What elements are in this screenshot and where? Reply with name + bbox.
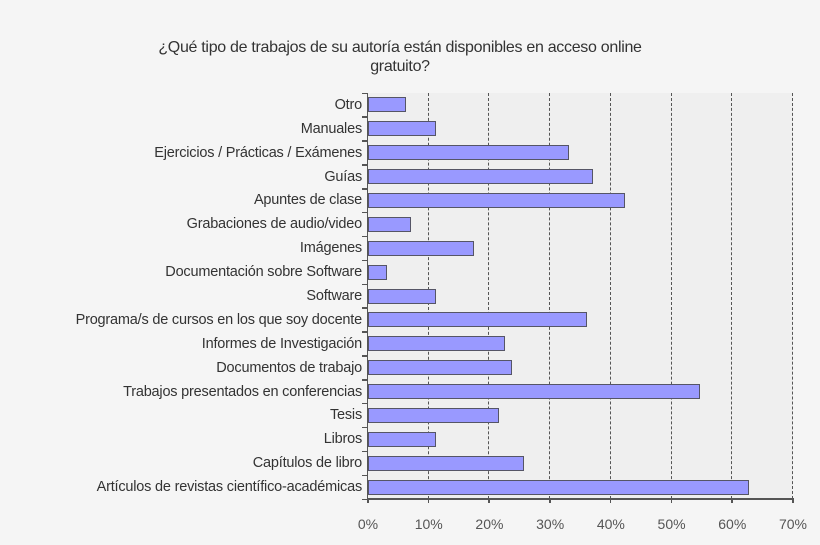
x-tick-label: 60% [718,516,747,532]
y-tick [362,498,367,500]
x-tick-label: 40% [596,516,625,532]
y-tick [362,188,367,190]
bar [368,145,569,161]
x-tick-label: 10% [414,516,443,532]
category-label: Grabaciones de audio/video [186,216,363,233]
x-tick-label: 0% [357,516,379,532]
bar [368,216,412,232]
x-axis [367,498,794,500]
x-tick [731,499,733,503]
y-tick [362,474,367,477]
gridline [792,93,793,499]
y-tick [362,379,367,381]
category-label: Programa/s de cursos en los que soy doce… [75,311,363,328]
bar [368,192,625,208]
category-label: Tesis [329,407,362,424]
y-tick [362,211,367,214]
bar [368,97,407,113]
x-tick [792,499,794,503]
bar [368,360,512,376]
x-tick [427,499,430,503]
bar [368,455,525,471]
y-tick [362,283,367,286]
chart-title: ¿Qué tipo de trabajos de su autoría está… [60,38,740,76]
x-tick-label: 30% [536,516,565,532]
gridline [731,93,733,499]
category-label: Trabajos presentados en conferencias [123,383,362,400]
bar [368,240,475,256]
y-tick [362,355,367,357]
bar [368,288,436,304]
y-tick [362,235,367,238]
category-label: Ejercicios / Prácticas / Exámenes [154,144,362,161]
x-tick [609,499,612,503]
category-label: Apuntes de clase [253,192,362,209]
category-label: Documentos de trabajo [216,359,362,376]
bar [368,336,506,352]
bar [368,431,436,447]
chart-title-line-1: ¿Qué tipo de trabajos de su autoría está… [158,39,642,56]
y-tick [362,140,367,142]
y-tick [362,426,367,429]
category-label: Manuales [300,120,362,137]
bar [368,121,436,137]
bar [368,169,594,185]
y-axis [367,93,368,499]
x-tick-label: 50% [657,516,686,532]
x-tick [549,499,551,503]
bar [368,384,701,400]
gridline [670,93,672,499]
bar [368,312,588,328]
y-tick [362,116,367,118]
category-label: Informes de Investigación [201,335,362,352]
category-label: Artículos de revistas científico-académi… [96,479,363,496]
y-tick [362,450,367,453]
chart-title-line-2: gratuito? [370,58,430,75]
y-tick [362,92,367,94]
x-tick [670,499,673,503]
x-tick-label: 70% [778,516,808,532]
x-tick [367,499,369,503]
bar [368,407,500,423]
category-label: Capítulos de libro [252,455,362,472]
category-label: Software [306,288,362,304]
category-label: Libros [323,431,362,448]
category-label: Documentación sobre Software [165,264,362,281]
gridline [488,93,490,499]
bar [368,264,387,280]
bar [368,479,750,495]
x-tick [488,499,490,503]
y-tick [362,307,367,309]
category-label: Guías [324,168,362,185]
plot-area [368,93,793,499]
gridline [549,93,551,499]
y-tick [362,164,367,166]
y-tick [362,259,367,262]
y-tick [362,402,367,405]
category-label: Otro [334,96,363,113]
category-label: Imágenes [299,240,362,257]
x-tick-label: 20% [475,516,504,532]
y-tick [362,331,367,333]
gridline [609,93,611,499]
